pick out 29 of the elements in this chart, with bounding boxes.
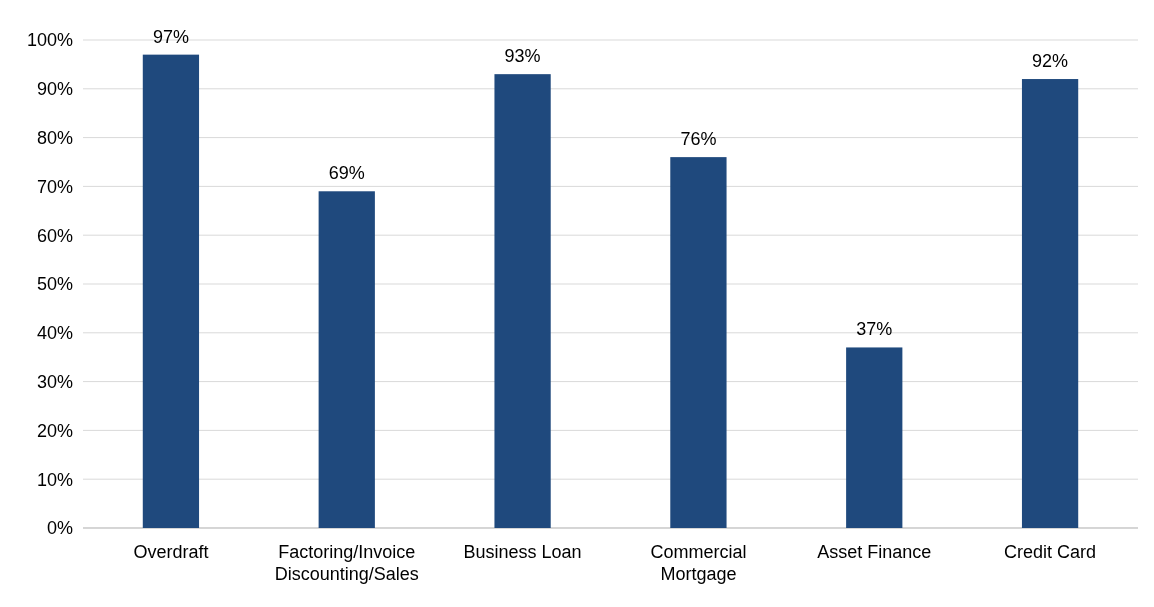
y-tick-label: 100% bbox=[26, 30, 73, 51]
bar bbox=[142, 54, 200, 528]
bar bbox=[318, 191, 375, 528]
y-tick-label: 0% bbox=[46, 518, 73, 539]
data-label: 97% bbox=[152, 26, 189, 47]
data-label: 93% bbox=[504, 46, 541, 67]
x-tick-label: Factoring/Invoice Discounting/Sales bbox=[274, 542, 419, 584]
y-tick-label: 80% bbox=[36, 127, 73, 148]
x-tick-label: Credit Card bbox=[1004, 542, 1097, 562]
bar bbox=[1021, 79, 1079, 528]
bar bbox=[670, 157, 727, 528]
y-tick-label: 10% bbox=[36, 469, 73, 490]
data-label: 69% bbox=[328, 163, 365, 184]
y-tick-label: 20% bbox=[36, 420, 73, 441]
x-tick-label: Asset Finance bbox=[817, 542, 932, 562]
y-tick-label: 70% bbox=[36, 176, 73, 197]
y-tick-label: 40% bbox=[36, 323, 73, 344]
x-tick-label: Business Loan bbox=[463, 542, 582, 562]
y-tick-label: 90% bbox=[36, 79, 73, 100]
y-tick-label: 50% bbox=[36, 274, 73, 295]
bar bbox=[494, 74, 551, 528]
x-tick-label: Commercial Mortgage bbox=[650, 542, 747, 584]
y-tick-label: 60% bbox=[36, 225, 73, 246]
bar bbox=[846, 347, 903, 528]
data-label: 92% bbox=[1032, 51, 1069, 72]
data-label: 37% bbox=[856, 319, 893, 340]
x-tick-label: Overdraft bbox=[133, 542, 209, 562]
data-label: 76% bbox=[680, 129, 717, 150]
y-tick-label: 30% bbox=[36, 371, 73, 392]
